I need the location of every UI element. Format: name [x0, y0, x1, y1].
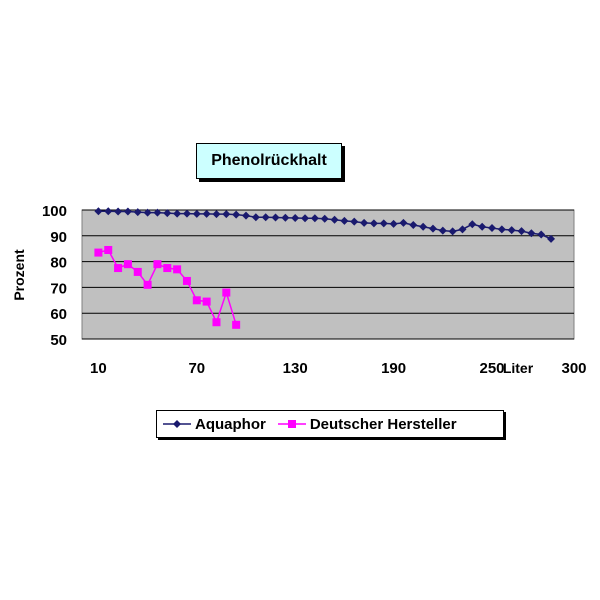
data-point-aquaphor — [458, 225, 467, 234]
data-point-aquaphor — [242, 211, 250, 220]
data-point-aquaphor — [360, 218, 369, 227]
data-point-aquaphor — [104, 207, 113, 216]
data-point-aquaphor — [271, 213, 280, 222]
data-point-aquaphor — [468, 220, 477, 229]
data-point-aquaphor — [94, 207, 103, 216]
data-point-aquaphor — [438, 226, 447, 235]
legend-entry-deutscher-hersteller: Deutscher Hersteller — [277, 415, 457, 433]
data-point-aquaphor — [143, 208, 152, 217]
data-point-deutscher-hersteller — [94, 248, 103, 257]
y-tick-label: 90 — [50, 229, 67, 246]
y-axis-ticks: 100 90 80 70 60 50 — [42, 203, 67, 349]
legend: Aquaphor Deutscher Hersteller — [156, 410, 504, 438]
chart-title: Phenolrückhalt — [196, 143, 342, 179]
data-point-aquaphor — [488, 224, 496, 233]
data-point-aquaphor — [497, 225, 506, 234]
data-point-aquaphor — [133, 208, 142, 217]
data-point-deutscher-hersteller — [173, 265, 182, 274]
data-point-deutscher-hersteller — [232, 320, 241, 329]
data-point-aquaphor — [251, 213, 260, 222]
y-tick-label: 60 — [50, 306, 67, 323]
y-tick-label: 80 — [50, 255, 67, 272]
x-tick-label: 10 — [90, 360, 107, 377]
data-point-aquaphor — [320, 214, 329, 223]
data-point-aquaphor — [182, 209, 191, 218]
grid-lines — [82, 209, 574, 340]
data-point-aquaphor — [310, 214, 319, 223]
data-point-aquaphor — [517, 227, 526, 236]
data-point-aquaphor — [340, 216, 349, 225]
data-point-aquaphor — [192, 209, 201, 218]
data-point-aquaphor — [547, 234, 556, 243]
y-tick-label: 70 — [50, 280, 67, 297]
data-point-aquaphor — [419, 222, 428, 231]
data-point-aquaphor — [114, 207, 123, 216]
data-point-aquaphor — [232, 210, 241, 219]
legend-marker-deutscher-hersteller — [277, 420, 306, 428]
data-point-deutscher-hersteller — [202, 297, 211, 306]
data-point-deutscher-hersteller — [153, 260, 162, 269]
x-tick-label: 250 — [479, 360, 504, 377]
data-point-deutscher-hersteller — [114, 264, 123, 273]
data-point-aquaphor — [291, 213, 300, 222]
series-layer — [94, 207, 556, 329]
data-point-aquaphor — [350, 217, 359, 226]
legend-marker-aquaphor — [163, 420, 191, 428]
data-point-deutscher-hersteller — [212, 318, 221, 327]
data-point-deutscher-hersteller — [133, 267, 142, 276]
data-point-aquaphor — [478, 222, 487, 231]
data-point-aquaphor — [153, 208, 162, 217]
data-point-aquaphor — [428, 224, 437, 233]
data-point-deutscher-hersteller — [143, 280, 152, 289]
x-tick-label: 190 — [381, 360, 406, 377]
x-tick-label: 300 — [561, 360, 586, 377]
data-point-aquaphor — [163, 209, 172, 218]
data-point-aquaphor — [527, 229, 536, 238]
data-point-aquaphor — [281, 213, 290, 222]
y-axis-label: Prozent — [11, 249, 27, 301]
x-tick-label: 70 — [188, 360, 205, 377]
legend-label-aquaphor: Aquaphor — [195, 415, 266, 433]
data-point-deutscher-hersteller — [163, 264, 172, 273]
data-point-aquaphor — [173, 209, 182, 218]
legend-entry-aquaphor: Aquaphor — [163, 416, 266, 433]
data-point-aquaphor — [399, 218, 408, 227]
data-point-aquaphor — [537, 230, 546, 239]
data-point-deutscher-hersteller — [123, 260, 132, 269]
data-point-aquaphor — [330, 215, 339, 224]
data-point-deutscher-hersteller — [192, 296, 201, 305]
data-point-aquaphor — [202, 209, 211, 218]
data-point-aquaphor — [369, 219, 378, 228]
data-point-deutscher-hersteller — [104, 245, 113, 254]
x-axis-ticks: 10 70 130 190 250 300 — [90, 360, 586, 377]
data-point-aquaphor — [261, 213, 270, 222]
legend-label-deutscher-hersteller: Deutscher Hersteller — [309, 415, 457, 433]
x-axis-label: Liter — [503, 360, 534, 376]
data-point-aquaphor — [409, 220, 418, 229]
data-point-aquaphor — [301, 214, 310, 223]
data-point-deutscher-hersteller — [182, 276, 191, 285]
data-point-aquaphor — [212, 210, 221, 219]
data-point-aquaphor — [379, 219, 388, 228]
data-point-aquaphor — [507, 226, 516, 235]
data-point-aquaphor — [123, 207, 132, 216]
data-point-aquaphor — [389, 219, 398, 228]
data-point-aquaphor — [222, 210, 231, 219]
data-point-deutscher-hersteller — [222, 288, 231, 297]
data-point-aquaphor — [448, 227, 457, 236]
y-tick-label: 100 — [42, 203, 67, 220]
y-tick-label: 50 — [50, 332, 67, 349]
x-tick-label: 130 — [283, 360, 308, 377]
